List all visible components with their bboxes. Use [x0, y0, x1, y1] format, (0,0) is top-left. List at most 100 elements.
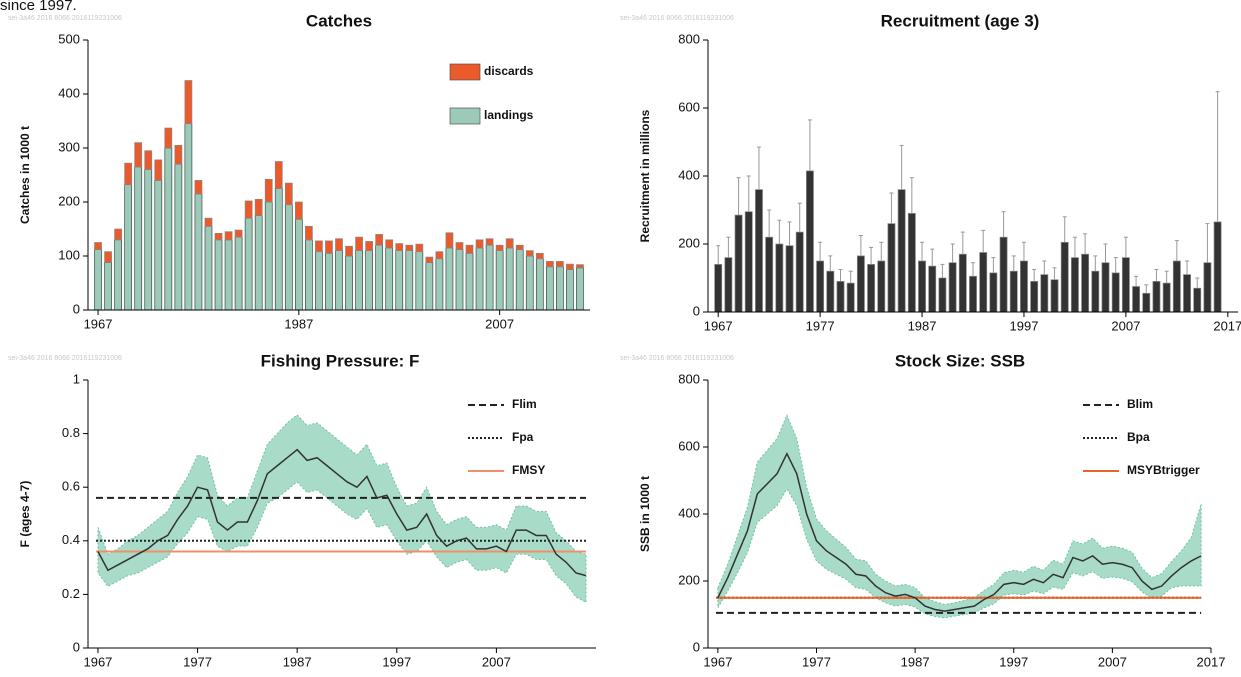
- bar: [94, 249, 102, 311]
- x-tick-label: 1967: [703, 654, 732, 669]
- bar: [194, 193, 203, 311]
- y-tick-label: 600: [678, 438, 700, 453]
- x-tick-label: 1987: [283, 654, 312, 669]
- chart-title: Recruitment (age 3): [881, 11, 1040, 30]
- bar: [144, 150, 153, 170]
- bar: [425, 262, 434, 311]
- bar: [734, 214, 743, 313]
- bar: [1060, 241, 1069, 313]
- bar: [174, 144, 183, 165]
- bar: [244, 200, 253, 219]
- bar: [816, 260, 825, 313]
- legend-label: Flim: [512, 397, 537, 411]
- plot-area: [714, 91, 1222, 313]
- bar: [214, 239, 223, 311]
- bar: [785, 245, 794, 313]
- bar: [1009, 270, 1018, 313]
- y-tick-label: 400: [58, 85, 80, 100]
- x-tick-label: 2007: [482, 654, 511, 669]
- bar: [465, 244, 474, 254]
- bar: [495, 250, 504, 311]
- y-tick-label: 100: [58, 247, 80, 262]
- y-tick-label: 200: [678, 235, 700, 250]
- bar: [535, 258, 544, 311]
- legend-label: MSYBtrigger: [1127, 463, 1200, 477]
- bar: [1203, 262, 1212, 313]
- y-tick-label: 200: [678, 572, 700, 587]
- x-tick-label: 1967: [84, 316, 113, 331]
- y-tick-label: 500: [58, 31, 80, 46]
- bar: [234, 236, 243, 311]
- bar: [1091, 270, 1100, 313]
- x-tick-label: 1977: [806, 318, 835, 333]
- bar: [744, 211, 753, 313]
- bar: [958, 253, 967, 313]
- bar: [224, 231, 233, 241]
- y-tick-label: 800: [678, 371, 700, 386]
- x-tick-label: 2007: [1098, 654, 1127, 669]
- bar: [264, 178, 273, 203]
- bar: [566, 263, 574, 270]
- bar: [907, 213, 916, 313]
- bar: [846, 282, 855, 313]
- bar: [335, 250, 343, 311]
- bar: [305, 239, 313, 311]
- bar: [164, 127, 173, 149]
- bar: [204, 217, 213, 227]
- watermark: sei-3a46 2016 8066 2016119231006: [620, 15, 734, 22]
- bar: [1101, 262, 1110, 313]
- y-tick-label: 0.6: [62, 479, 80, 494]
- confidence-band: [717, 413, 1202, 619]
- x-tick-label: 1967: [83, 654, 112, 669]
- bar: [1020, 260, 1028, 313]
- bar: [525, 255, 534, 311]
- watermark: sei-3a46 2016 8066 2016119231006: [8, 355, 122, 362]
- x-tick-label: 2007: [1111, 318, 1140, 333]
- bar: [714, 264, 723, 313]
- bar: [989, 272, 998, 313]
- bar: [765, 236, 774, 313]
- y-tick-label: 1: [73, 371, 80, 386]
- legend-swatch: [449, 107, 481, 125]
- legend-label: FMSY: [512, 463, 545, 477]
- y-tick-label: 600: [678, 99, 700, 114]
- bar: [948, 262, 957, 313]
- bar: [325, 240, 333, 254]
- bar: [294, 218, 303, 311]
- bar: [445, 247, 454, 311]
- bar: [475, 247, 484, 311]
- bar: [375, 234, 384, 246]
- bar: [495, 244, 504, 251]
- bar: [375, 244, 384, 311]
- x-tick-label: 1987: [908, 318, 937, 333]
- bar: [244, 217, 253, 311]
- bar: [204, 225, 213, 311]
- bar: [1172, 260, 1181, 313]
- bar: [836, 281, 845, 313]
- bar: [124, 162, 133, 186]
- x-tick-label: 2007: [485, 316, 514, 331]
- bar: [435, 258, 444, 311]
- plot-area: [716, 413, 1202, 619]
- chart-title: Catches: [306, 11, 372, 30]
- bar: [485, 244, 494, 311]
- bar: [1162, 282, 1171, 313]
- bar: [385, 239, 394, 249]
- bar: [475, 239, 484, 249]
- bar: [234, 229, 243, 238]
- bar: [1142, 292, 1151, 313]
- bar: [315, 240, 323, 253]
- bar: [355, 250, 363, 311]
- bar: [114, 239, 122, 311]
- bar: [335, 238, 343, 251]
- bar: [395, 250, 404, 311]
- y-tick-label: 0: [693, 303, 700, 318]
- bar: [485, 238, 494, 246]
- bar: [928, 265, 937, 313]
- bar: [826, 270, 835, 313]
- line: [717, 451, 1202, 612]
- bar: [184, 123, 193, 311]
- x-tick-label: 1997: [1010, 318, 1039, 333]
- bar: [355, 236, 363, 251]
